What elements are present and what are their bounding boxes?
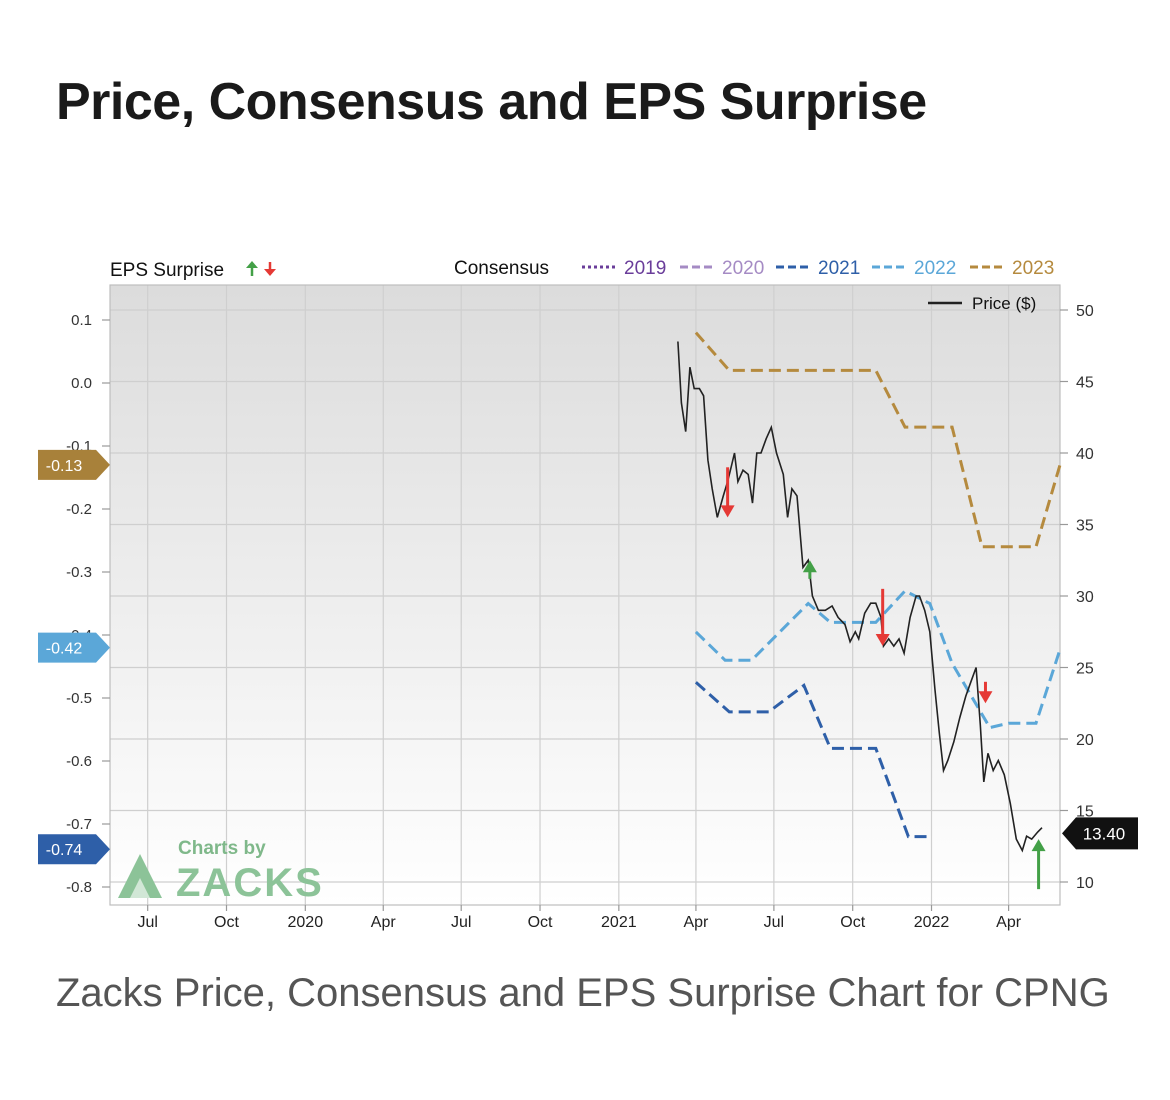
watermark-line1: Charts by <box>178 838 266 859</box>
left-value-marker-label: -0.74 <box>46 842 83 859</box>
legend-item-2020: 2020 <box>680 258 764 279</box>
x-axis-tick-label: Jul <box>451 914 471 931</box>
price-line <box>677 341 1043 853</box>
chart-caption: Zacks Price, Consensus and EPS Surprise … <box>56 971 1110 1015</box>
plot-frame <box>109 284 1061 906</box>
x-axis-tick-label: Oct <box>214 914 239 931</box>
legend-label: 2021 <box>818 258 860 279</box>
x-axis-tick-label: Oct <box>840 914 865 931</box>
page-title: Price, Consensus and EPS Surprise <box>56 73 927 131</box>
eps-surprise-arrow-down <box>875 588 890 647</box>
left-axis-tick-label: 0.1 <box>71 312 92 329</box>
watermark-line2: ZACKS <box>176 861 324 905</box>
x-axis-tick-label: Apr <box>371 914 397 931</box>
x-axis-tick-label: Apr <box>996 914 1022 931</box>
x-axis-tick-label: 2022 <box>914 914 950 931</box>
legend-item-2021: 2021 <box>776 258 860 279</box>
consensus-label: Consensus <box>454 258 549 279</box>
right-axis-tick-label: 10 <box>1076 875 1094 892</box>
left-value-marker: -0.74 <box>38 834 110 865</box>
legend-label: 2023 <box>1012 258 1054 279</box>
eps-up-arrow-icon <box>246 261 258 276</box>
right-axis-tick-label: 40 <box>1076 446 1094 463</box>
eps-surprise-arrow-up <box>1031 839 1046 890</box>
legend-label: 2022 <box>914 258 956 279</box>
x-axis-tick-label: Oct <box>528 914 553 931</box>
right-axis-tick-label: 25 <box>1076 661 1094 678</box>
price-legend-label: Price ($) <box>972 294 1036 313</box>
left-axis-tick-label: 0.0 <box>71 375 92 392</box>
legend-item-2023: 2023 <box>970 258 1054 279</box>
eps-surprise-arrow-down <box>720 467 735 518</box>
right-axis-tick-label: 35 <box>1076 518 1094 535</box>
left-value-marker-label: -0.42 <box>46 641 83 658</box>
right-axis-tick-label: 20 <box>1076 732 1094 749</box>
consensus-line-2023 <box>694 331 1062 549</box>
left-axis-tick-label: -0.6 <box>66 753 92 770</box>
left-axis-tick-label: -0.5 <box>66 690 92 707</box>
eps-surprise-arrow-up <box>802 560 817 579</box>
consensus-line-2021 <box>694 681 932 839</box>
eps-down-arrow-icon <box>264 262 276 276</box>
eps-surprise-label: EPS Surprise <box>110 260 224 281</box>
eps-surprise-arrow-down <box>978 681 993 704</box>
left-axis-tick-label: -0.7 <box>66 816 92 833</box>
x-axis-tick-label: 2020 <box>288 914 324 931</box>
right-axis-tick-label: 30 <box>1076 589 1094 606</box>
left-value-marker: -0.13 <box>38 449 110 480</box>
consensus-line-2022 <box>694 589 1062 730</box>
legend-item-2022: 2022 <box>872 258 956 279</box>
legend-label: 2020 <box>722 258 764 279</box>
x-axis-tick-label: Jul <box>764 914 784 931</box>
zacks-logo-inner <box>130 878 150 898</box>
last-price-marker-label: 13.40 <box>1083 824 1126 843</box>
right-axis-tick-label: 15 <box>1076 804 1094 821</box>
x-axis-tick-label: 2021 <box>601 914 637 931</box>
left-value-marker-label: -0.13 <box>46 458 83 475</box>
x-axis-tick-label: Jul <box>137 914 157 931</box>
plot-area <box>110 285 1060 905</box>
legend-item-2019: 2019 <box>582 258 666 279</box>
x-axis-tick-label: Apr <box>683 914 709 931</box>
left-axis-tick-label: -0.2 <box>66 501 92 518</box>
last-price-marker: 13.40 <box>1062 817 1138 850</box>
right-axis-tick-label: 45 <box>1076 375 1094 392</box>
left-axis-tick-label: -0.8 <box>66 879 92 896</box>
zacks-logo-icon <box>118 854 162 898</box>
right-axis-tick-label: 50 <box>1076 303 1094 320</box>
left-axis-tick-label: -0.3 <box>66 564 92 581</box>
legend-label: 2019 <box>624 258 666 279</box>
left-value-marker: -0.42 <box>38 632 110 663</box>
